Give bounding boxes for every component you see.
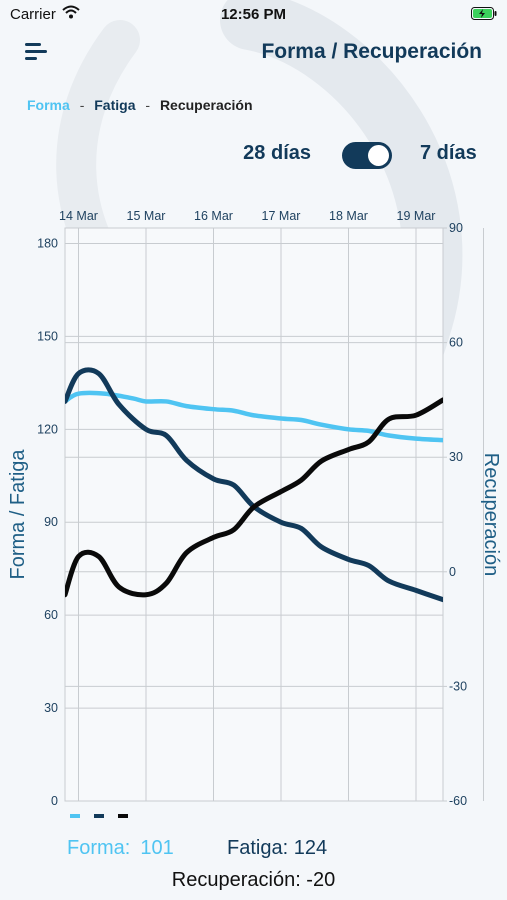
x-tick-label: 15 Mar [127, 209, 166, 223]
y-right-axis-title: Recuperación [480, 453, 502, 576]
y-right-tick-label: 90 [449, 221, 463, 235]
forma-fatiga-chart: 14 Mar 15 Mar 16 Mar 17 Mar 18 Mar 19 Mar 0 30 6… [7, 209, 502, 808]
carrier-label: Carrier [10, 6, 56, 23]
menu-icon[interactable] [25, 43, 47, 61]
recuperacion-summary: Recuperación: -20 [171, 869, 336, 891]
x-tick-label: 17 Mar [262, 209, 301, 223]
legend-fatiga: Fatiga [94, 97, 136, 113]
toggle-knob [368, 145, 389, 166]
recuperacion-swatch [118, 814, 128, 818]
fatiga-swatch [94, 814, 104, 818]
status-bar: Carrier 12:56 PM [0, 0, 507, 30]
series-legend: Forma - Fatiga - Recuperación [27, 97, 253, 113]
legend-separator: - [79, 97, 85, 113]
y-right-tick-label: 30 [449, 450, 463, 464]
y-right-tick-label: -30 [449, 679, 467, 693]
y-right-tick-label: 0 [449, 565, 456, 579]
x-tick-label: 16 Mar [194, 209, 233, 223]
page-title: Forma / Recuperación [261, 40, 482, 63]
series-swatches [70, 814, 130, 820]
range-28-days-option[interactable]: 28 días [243, 142, 311, 164]
forma-summary-value: 101 [140, 837, 174, 859]
series-line-forma [65, 390, 443, 443]
forma-summary: Forma: 101 [67, 837, 174, 860]
legend-forma: Forma [27, 97, 70, 113]
series-line-recuperacion [65, 397, 443, 598]
range-7-days-option[interactable]: 7 días [420, 142, 477, 164]
range-toggle[interactable] [342, 142, 392, 169]
forma-swatch [70, 814, 80, 818]
y-left-tick-label: 60 [44, 608, 58, 622]
y-left-tick-label: 0 [51, 794, 58, 808]
wifi-icon [62, 5, 80, 19]
y-left-tick-label: 90 [44, 515, 58, 529]
legend-separator: - [145, 97, 151, 113]
y-right-tick-label: -60 [449, 794, 467, 808]
y-left-tick-label: 180 [37, 236, 58, 250]
fatiga-summary: Fatiga: 124 [227, 837, 328, 859]
y-left-tick-label: 150 [37, 329, 58, 343]
range-selector: 28 días 7 días [0, 142, 507, 170]
battery-charging-icon [471, 7, 497, 20]
y-right-tick-label: 60 [449, 336, 463, 350]
forma-summary-label: Forma: [67, 837, 131, 859]
x-tick-label: 19 Mar [397, 209, 436, 223]
x-tick-label: 18 Mar [329, 209, 368, 223]
series-line-fatiga [65, 367, 443, 603]
status-time: 12:56 PM [220, 6, 287, 23]
legend-recuperacion: Recuperación [159, 97, 253, 113]
y-left-tick-label: 30 [44, 701, 58, 715]
y-left-axis-title: Forma / Fatiga [7, 449, 29, 580]
plot-area [64, 227, 444, 802]
y-left-tick-label: 120 [37, 422, 58, 436]
x-tick-label: 14 Mar [59, 209, 98, 223]
